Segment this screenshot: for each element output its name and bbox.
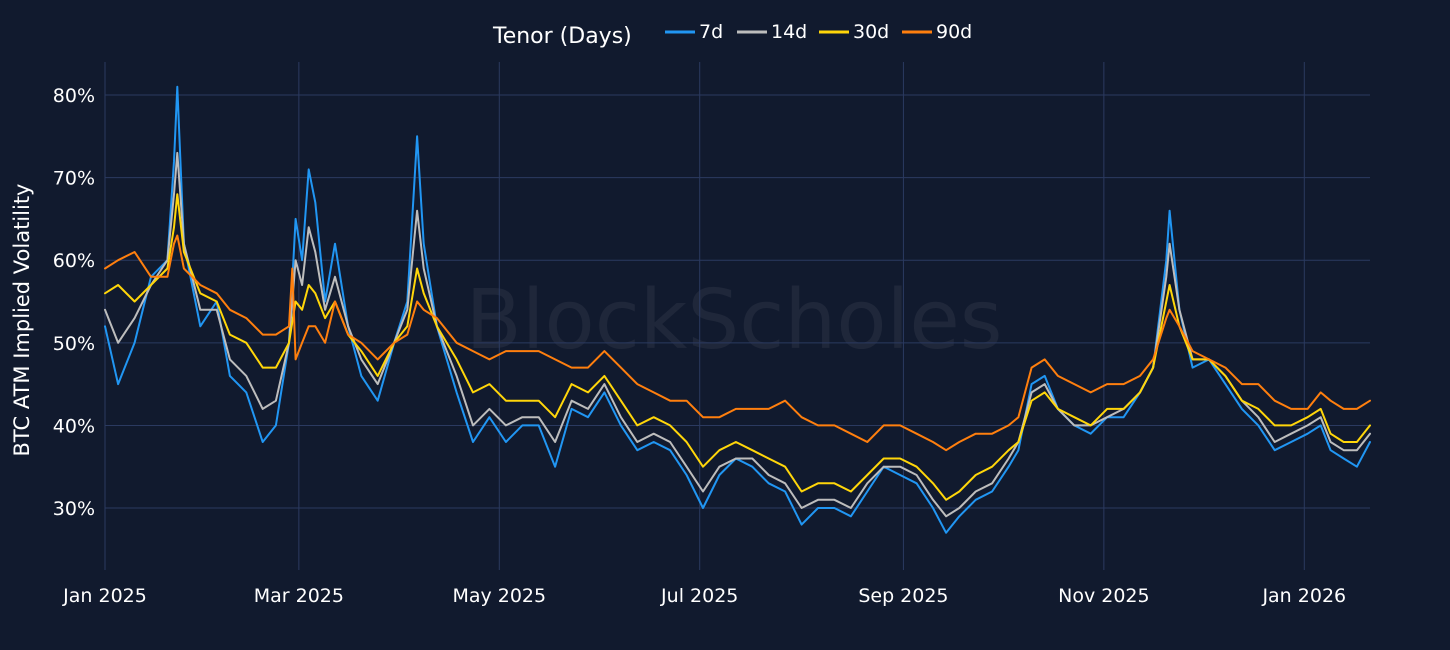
series-line-14d <box>104 151 1371 518</box>
series-lines <box>104 85 1371 534</box>
x-tick-label: Sep 2025 <box>858 585 948 607</box>
x-tick-label: Jan 2026 <box>1261 585 1346 607</box>
x-tick-label: Jul 2025 <box>660 585 738 607</box>
y-axis-title: BTC ATM Implied Volatility <box>10 184 34 457</box>
series-line-7d <box>104 85 1371 534</box>
grid-lines <box>104 62 1370 570</box>
legend: Tenor (Days) 7d 14d 30d 90d <box>492 21 972 49</box>
series-line-90d <box>104 234 1371 452</box>
x-tick-label: Nov 2025 <box>1058 585 1149 607</box>
x-tick-label: May 2025 <box>452 585 546 607</box>
legend-label-7d: 7d <box>699 21 723 43</box>
y-tick-label: 40% <box>53 415 95 437</box>
y-tick-label: 30% <box>53 498 95 520</box>
legend-label-30d: 30d <box>853 21 889 43</box>
legend-title: Tenor (Days) <box>492 24 632 49</box>
legend-label-14d: 14d <box>771 21 807 43</box>
axes: 30% 40% 50% 60% 70% 80% Jan 2025 Mar 2025 May 20… <box>53 85 1346 607</box>
x-tick-label: Mar 2025 <box>254 585 344 607</box>
y-tick-label: 60% <box>53 250 95 272</box>
y-tick-label: 80% <box>53 85 95 107</box>
watermark-text: BlockScholes <box>465 273 1002 368</box>
y-tick-label: 70% <box>53 168 95 190</box>
legend-label-90d: 90d <box>936 21 972 43</box>
x-tick-label: Jan 2025 <box>62 585 147 607</box>
y-tick-label: 50% <box>53 333 95 355</box>
